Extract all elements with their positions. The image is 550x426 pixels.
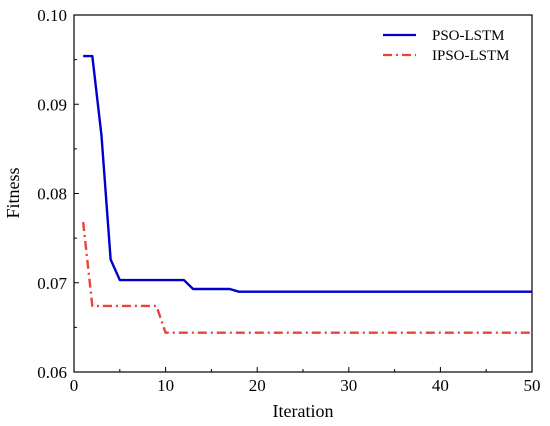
y-axis-ticks: 0.06 0.07 0.08 0.09 0.10: [37, 6, 79, 382]
x-tick-label: 0: [70, 376, 79, 395]
x-tick-label: 20: [249, 376, 266, 395]
y-axis-label: Fitness: [3, 167, 23, 218]
y-tick-label: 0.08: [37, 185, 67, 204]
x-axis-label: Iteration: [273, 401, 334, 421]
x-tick-label: 50: [524, 376, 541, 395]
y-tick-label: 0.07: [37, 274, 67, 293]
y-tick-label: 0.09: [37, 95, 67, 114]
y-tick-label: 0.10: [37, 6, 67, 25]
x-tick-label: 30: [340, 376, 357, 395]
legend: PSO-LSTM IPSO-LSTM: [383, 28, 510, 64]
y-tick-label: 0.06: [37, 363, 67, 382]
legend-label-ipso-lstm: IPSO-LSTM: [432, 48, 510, 64]
series-lines: [81, 54, 532, 334]
plot-area-frame: [73, 14, 533, 373]
series-line-pso-lstm: [83, 54, 532, 293]
series-line-ipso-lstm: [81, 221, 532, 334]
x-axis-ticks: 0 10 20 30 40 50: [70, 367, 541, 395]
legend-label-pso-lstm: PSO-LSTM: [432, 28, 505, 44]
x-tick-label: 40: [432, 376, 449, 395]
x-tick-label: 10: [157, 376, 174, 395]
